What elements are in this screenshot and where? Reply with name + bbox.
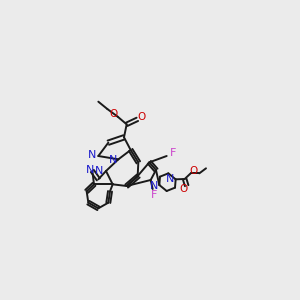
Text: O: O: [138, 112, 146, 122]
Text: O: O: [109, 109, 118, 119]
Text: O: O: [180, 184, 188, 194]
Text: N: N: [88, 150, 96, 160]
Text: N: N: [166, 174, 174, 184]
Text: N: N: [86, 165, 94, 175]
Text: F: F: [151, 190, 157, 200]
Text: O: O: [189, 166, 197, 176]
Text: F: F: [170, 148, 176, 158]
Text: N: N: [95, 166, 103, 176]
Text: N: N: [150, 181, 158, 191]
Text: N: N: [109, 155, 118, 165]
